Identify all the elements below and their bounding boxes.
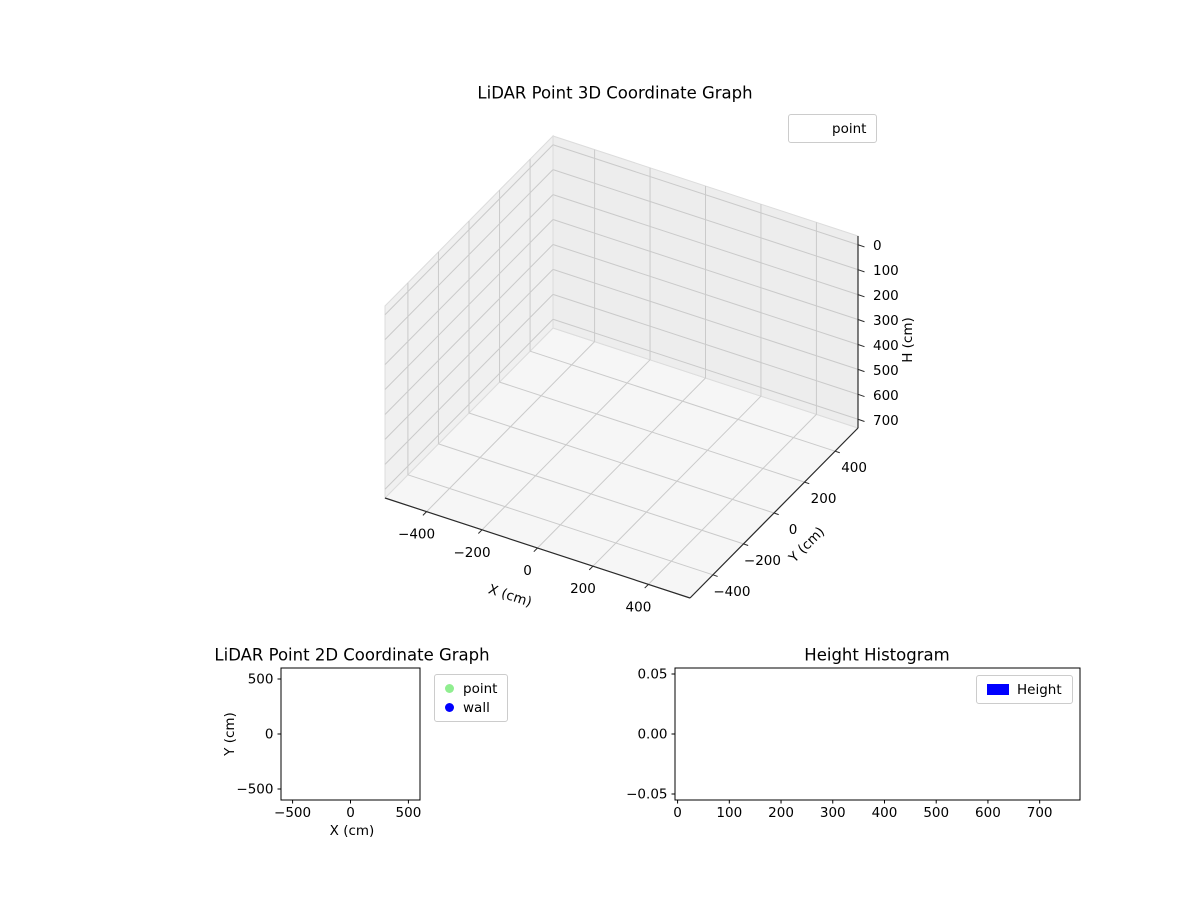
tick-label: 300	[820, 805, 846, 821]
plot2d-legend: point wall	[434, 674, 509, 722]
plot3d-legend: point	[788, 114, 878, 143]
tick-label: 200	[768, 805, 794, 821]
tick-label: 0	[265, 727, 274, 743]
tick-label: 0.05	[637, 667, 667, 683]
legend-row: point	[799, 119, 866, 138]
legend-label: Height	[1017, 681, 1062, 698]
tick-label: 700	[1027, 805, 1053, 821]
plot3d-gridlines	[384, 144, 859, 585]
tick-label: 300	[873, 313, 899, 329]
plot2d-xaxis-label: X (cm)	[329, 823, 375, 839]
legend-label: point	[463, 680, 498, 697]
tick-label: 200	[873, 288, 899, 304]
plot3d-zaxis-label: H (cm)	[900, 317, 916, 363]
hist-title: Height Histogram	[804, 645, 950, 665]
tick-label: 600	[873, 388, 899, 404]
tick-label: 0.00	[637, 727, 667, 743]
legend-row: point	[445, 679, 497, 698]
height-bar-swatch-icon	[987, 684, 1009, 695]
tick-label: 100	[873, 263, 899, 279]
plot2d-yaxis-label: Y (cm)	[222, 712, 238, 756]
tick-label: 500	[396, 805, 422, 821]
tick-label: 400	[873, 338, 899, 354]
tick-label: −500	[274, 805, 311, 821]
plot2d-title: LiDAR Point 2D Coordinate Graph	[214, 645, 490, 665]
tick-label: 700	[873, 413, 899, 429]
tick-label: 500	[248, 672, 274, 688]
tick-label: 500	[923, 805, 949, 821]
tick-label: 400	[626, 599, 652, 615]
tick-label: 600	[975, 805, 1001, 821]
legend-row: wall	[445, 698, 497, 717]
tick-label: 400	[872, 805, 898, 821]
scatter-marker-icon	[799, 124, 823, 133]
tick-label: 500	[873, 363, 899, 379]
tick-label: 100	[716, 805, 742, 821]
plot2d-axes: −500 0 500 −500 0 500	[236, 667, 422, 821]
tick-label: −200	[744, 553, 781, 569]
wall-marker-icon	[445, 703, 454, 712]
tick-label: −500	[236, 782, 273, 798]
legend-label: wall	[463, 699, 490, 716]
tick-label: 0	[523, 563, 532, 579]
tick-label: 0	[346, 805, 355, 821]
tick-label: 0	[673, 805, 682, 821]
tick-label: 200	[811, 491, 837, 507]
legend-label: point	[832, 120, 867, 137]
plot3d-ticks: −400−2000200400−400−20002004000100200300…	[398, 238, 899, 615]
tick-label: 200	[570, 581, 596, 597]
tick-label: −200	[453, 545, 490, 561]
point-marker-icon	[445, 684, 454, 693]
hist-legend: Height	[976, 675, 1073, 704]
tick-label: 0	[789, 522, 798, 538]
tick-label: 400	[841, 460, 867, 476]
legend-row: Height	[987, 680, 1062, 699]
tick-label: 0	[873, 238, 882, 254]
tick-label: −400	[398, 527, 435, 543]
tick-label: −0.05	[626, 787, 667, 803]
tick-label: −400	[713, 584, 750, 600]
plot3d-title: LiDAR Point 3D Coordinate Graph	[477, 83, 753, 103]
